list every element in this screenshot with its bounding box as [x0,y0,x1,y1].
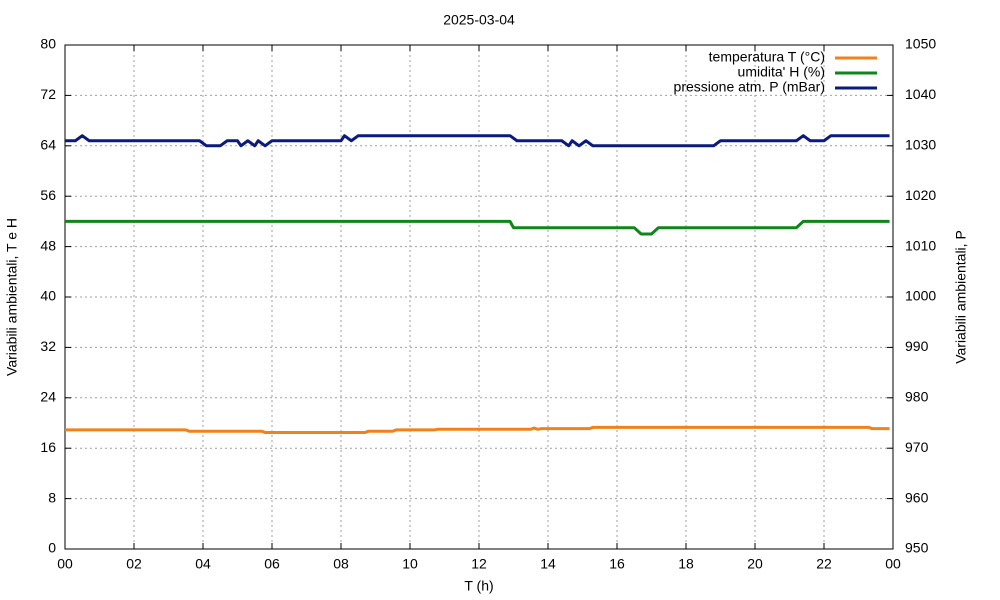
x-tick-label: 08 [333,556,349,572]
y-tick-label: 80 [40,36,56,52]
y2-tick-label: 1020 [905,187,936,203]
y2-axis-label: Variabili ambientali, P [953,230,969,364]
x-tick-label: 06 [264,556,280,572]
legend-label: umidita' H (%) [738,64,825,80]
x-axis-label: T (h) [464,578,493,594]
plot-frame [64,44,894,550]
y2-tick-label: 990 [905,338,929,354]
chart-title: 2025-03-04 [443,12,515,28]
y-tick-label: 0 [48,540,56,556]
y-tick-label: 24 [40,389,56,405]
x-tick-label: 12 [471,556,487,572]
y2-tick-label: 960 [905,489,929,505]
y-tick-label: 64 [40,137,56,153]
data-line [65,134,890,148]
y2-tick-label: 1000 [905,288,936,304]
y2-tick-label: 1040 [905,86,936,102]
data-line [65,219,890,236]
x-tick-label: 20 [747,556,763,572]
y2-tick-label: 970 [905,439,929,455]
x-tick-label: 00 [885,556,901,572]
y-tick-label: 72 [40,86,56,102]
x-tick-label: 00 [57,556,73,572]
x-tick-label: 18 [678,556,694,572]
x-tick-label: 14 [540,556,556,572]
legend-label: temperatura T (°C) [709,49,825,65]
x-tick-label: 16 [609,556,625,572]
y-tick-label: 56 [40,187,56,203]
y2-tick-label: 980 [905,389,929,405]
y2-tick-label: 1050 [905,36,936,52]
x-tick-label: 22 [816,556,832,572]
y2-tick-label: 1010 [905,237,936,253]
x-tick-label: 04 [195,556,211,572]
y2-tick-label: 1030 [905,137,936,153]
x-tick-label: 10 [402,556,418,572]
y-tick-label: 32 [40,338,56,354]
legend-label: pressione atm. P (mBar) [674,79,825,95]
x-tick-label: 02 [126,556,142,572]
y-tick-label: 40 [40,288,56,304]
y2-tick-label: 950 [905,540,929,556]
data-line [65,425,890,434]
y-tick-label: 8 [48,489,56,505]
y-tick-label: 48 [40,237,56,253]
y-axis-label: Variabili ambientali, T e H [4,218,20,376]
y-tick-label: 16 [40,439,56,455]
